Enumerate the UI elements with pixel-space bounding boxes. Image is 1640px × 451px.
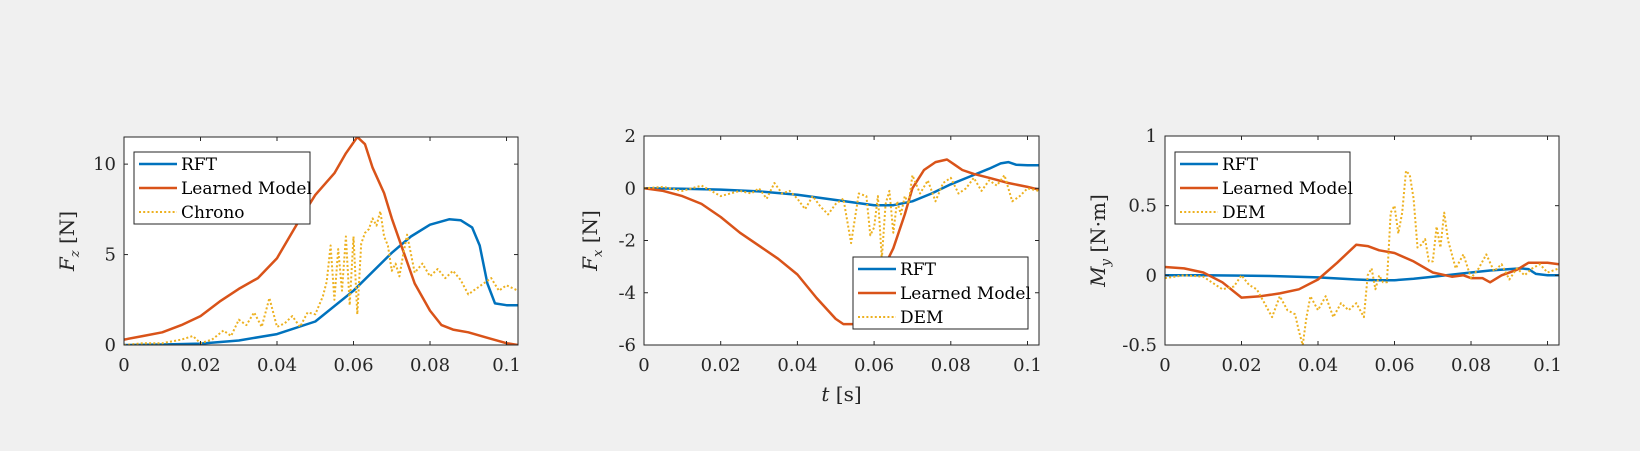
legend-label: RFT <box>1222 155 1259 175</box>
x-tick-label: 0.1 <box>1013 355 1042 376</box>
x-tick-label: 0 <box>1159 355 1170 376</box>
series-line-1 <box>644 160 1039 207</box>
x-tick-label: 0.08 <box>931 355 971 376</box>
legend: RFT Learned Model DEM <box>1174 151 1353 225</box>
x-tick-label: 0.02 <box>1221 355 1261 376</box>
x-tick-label: 0 <box>638 355 649 376</box>
x-tick-label: 0.06 <box>1374 355 1414 376</box>
y-tick-label: -4 <box>618 283 636 304</box>
legend: RFT Learned Model Chrono <box>133 151 312 225</box>
x-tick-label: 0.1 <box>1533 355 1562 376</box>
y-tick-label: -2 <box>618 231 636 252</box>
y-tick-label: 0 <box>105 335 116 356</box>
legend: RFT Learned Model DEM <box>852 256 1031 330</box>
series-line-2 <box>1165 243 1559 299</box>
axes-frame <box>123 136 519 346</box>
y-axis-label: Fx [N] <box>578 210 606 272</box>
y-tick-label: 0 <box>1146 265 1157 286</box>
series-line-3 <box>1165 169 1559 345</box>
y-tick-label: 2 <box>625 126 636 147</box>
legend-label: Learned Model <box>1222 179 1353 199</box>
series-line-1 <box>1165 267 1559 282</box>
legend-label: RFT <box>181 155 218 175</box>
x-tick-label: 0.02 <box>701 355 741 376</box>
x-tick-label: 0.04 <box>1298 355 1338 376</box>
legend-label: Learned Model <box>181 179 312 199</box>
y-axis-label: Fz [N] <box>55 211 83 272</box>
y-axis-label: My [N·m] <box>1086 194 1114 288</box>
panel-1: 0 0.02 0.04 0.06 0.08 0.1 0 5 10 Fz [N] RFT Learned… <box>55 136 521 376</box>
x-tick-label: 0.06 <box>333 355 373 376</box>
x-tick-label: 0.06 <box>854 355 894 376</box>
y-tick-label: 10 <box>93 154 116 175</box>
x-tick-label: 0.02 <box>180 355 220 376</box>
x-tick-label: 0.04 <box>257 355 297 376</box>
series-line-1 <box>124 218 518 345</box>
legend-label: Learned Model <box>900 284 1031 304</box>
legend-label: RFT <box>900 260 937 280</box>
x-axis-label: t [s] <box>821 382 861 406</box>
x-tick-label: 0.08 <box>410 355 450 376</box>
legend-label: Chrono <box>181 203 245 223</box>
series-line-3 <box>124 210 518 345</box>
x-tick-label: 0.1 <box>492 355 521 376</box>
legend-label: DEM <box>1222 203 1265 223</box>
x-tick-label: 0 <box>118 355 129 376</box>
y-tick-label: 5 <box>105 245 116 266</box>
y-tick-label: 0.5 <box>1128 196 1157 217</box>
y-tick-label: 1 <box>1146 126 1157 147</box>
y-tick-label: -6 <box>618 335 636 356</box>
x-tick-label: 0.04 <box>777 355 817 376</box>
panel-2: 0 0.02 0.04 0.06 0.08 0.1 -6 -4 -2 0 2 Fx [N] t [s] R… <box>578 126 1042 406</box>
series-line-2 <box>124 137 518 345</box>
legend-label: DEM <box>900 308 943 328</box>
x-tick-label: 0.08 <box>1451 355 1491 376</box>
axes-frame <box>1164 135 1560 346</box>
series-line-3 <box>644 174 1039 260</box>
y-tick-label: -0.5 <box>1122 335 1157 356</box>
y-tick-label: 0 <box>625 178 636 199</box>
